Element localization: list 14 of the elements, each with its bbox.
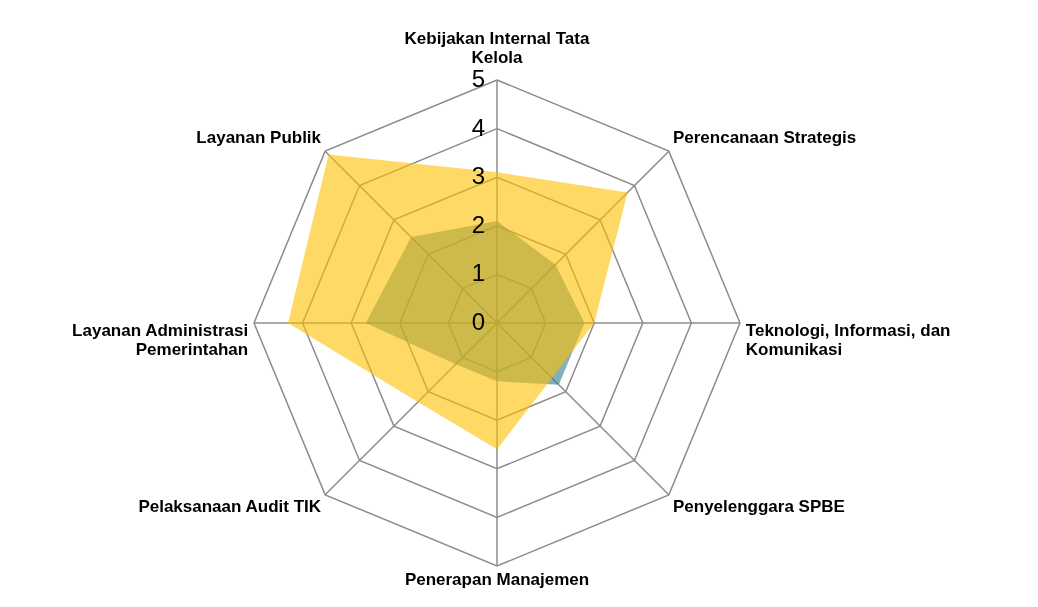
y-tick-label: 1 [471,259,485,287]
spoke-label: Layanan Administrasi Pemerintahan [72,321,249,359]
spoke-label: Penerapan Manajemen [404,569,590,589]
spoke-label: Teknologi, Informasi, dan Komunikasi [745,321,951,359]
spoke-label: Perencanaan Strategis [672,128,857,148]
spoke-label: Penyelenggara SPBE [672,496,845,516]
y-tick-label: 5 [471,65,485,92]
y-tick-label: 4 [471,113,485,141]
y-tick-label: 0 [471,308,485,335]
spoke-label: Pelaksanaan Audit TIK [138,496,322,516]
spoke-label: Kebijakan Internal Tata Kelola [404,29,590,68]
spoke-label: Layanan Publik [196,128,322,148]
y-tick-label: 3 [471,162,485,190]
y-tick-label: 2 [471,210,485,238]
